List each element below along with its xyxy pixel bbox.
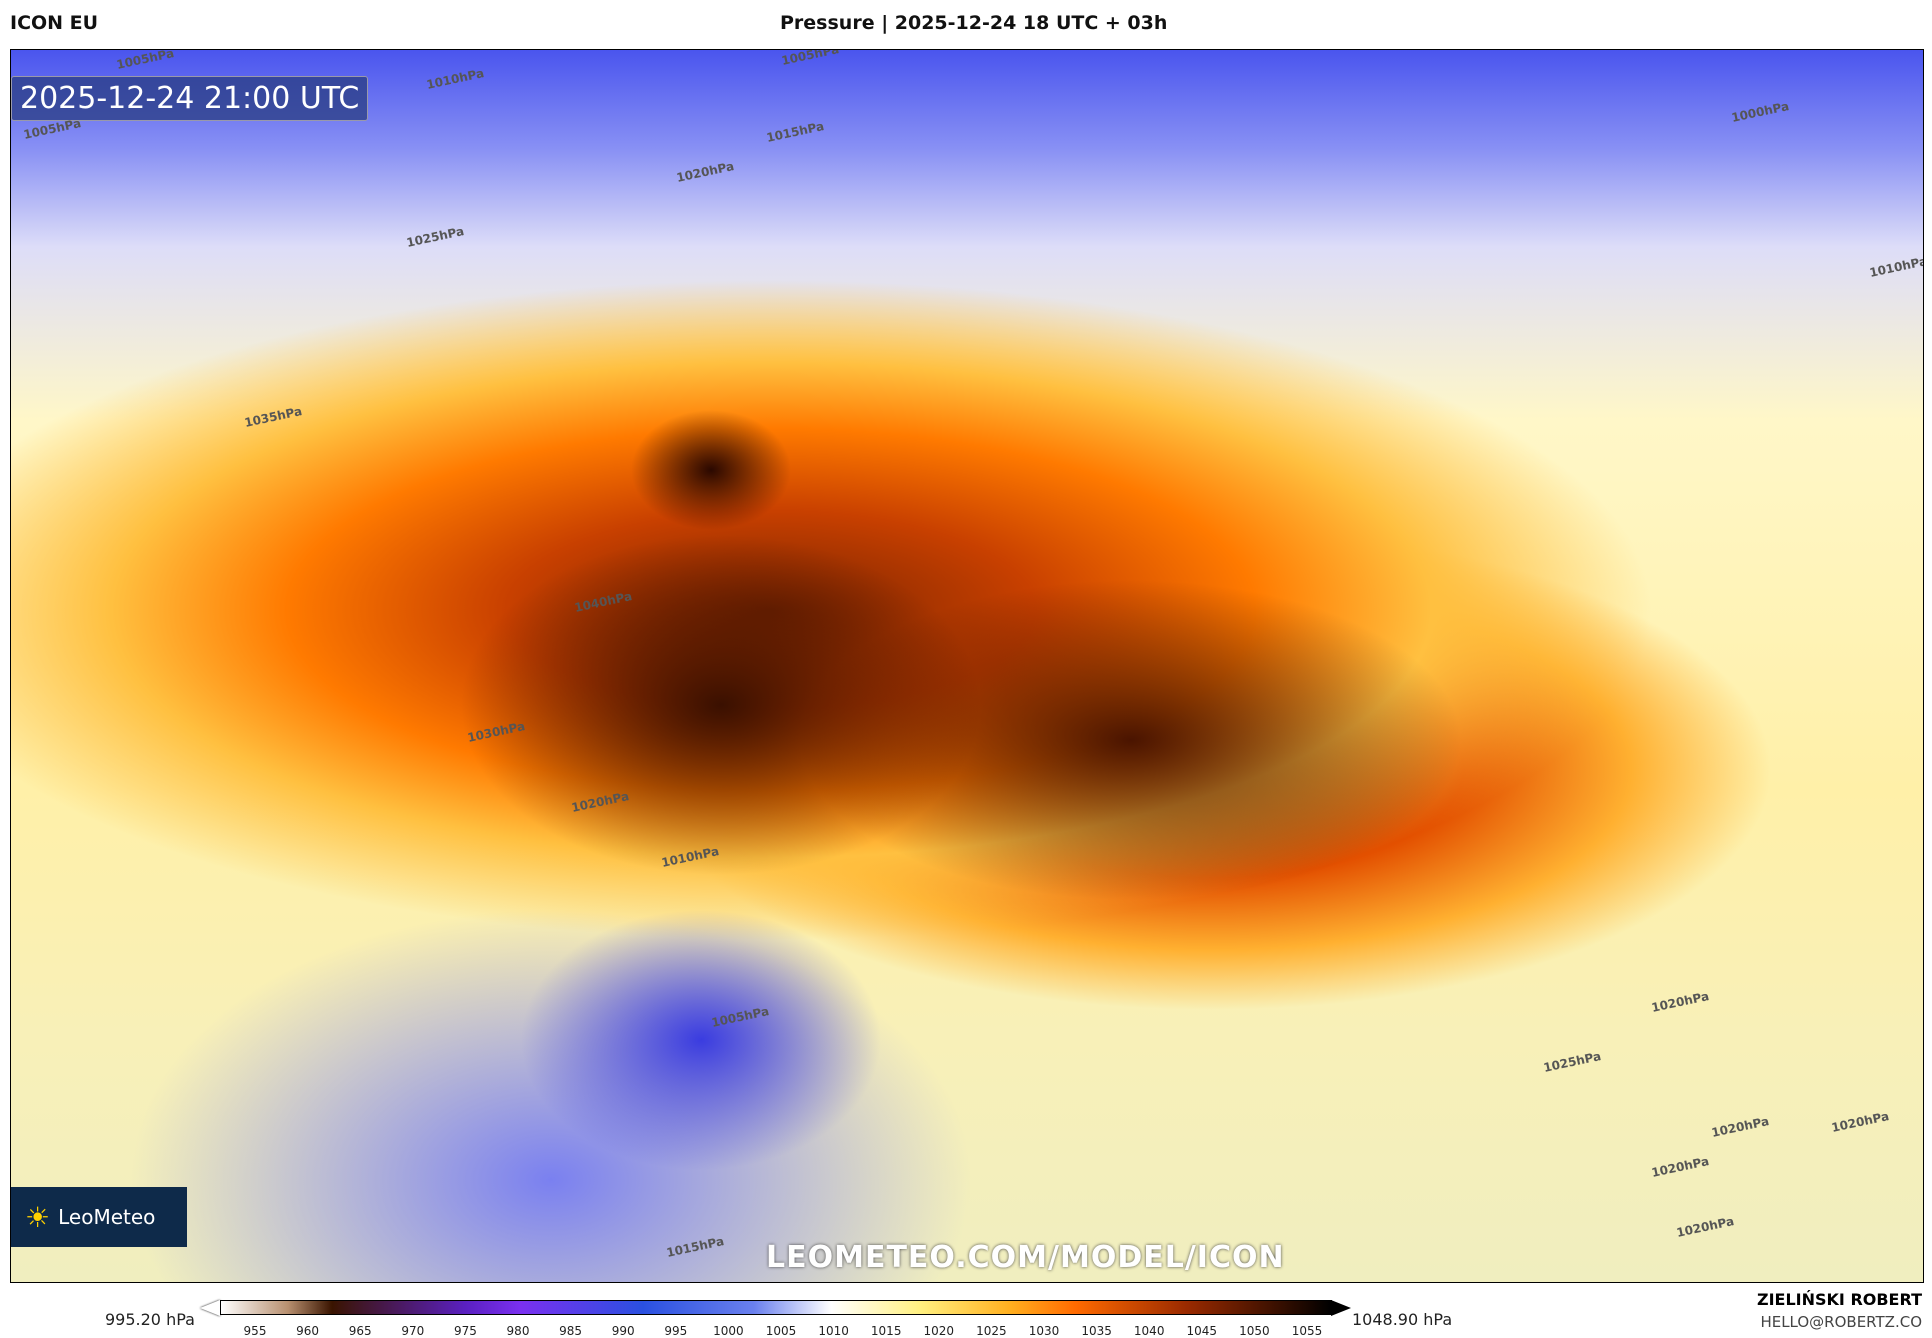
contour-label: 1040hPa xyxy=(573,589,634,615)
colorbar-max: 1048.90 hPa xyxy=(1352,1310,1453,1329)
colorbar-tick: 1025 xyxy=(976,1324,1007,1338)
colorbar-tick: 1015 xyxy=(870,1324,902,1338)
colorbar-min-arrow xyxy=(200,1300,220,1316)
colorbar-tick: 970 xyxy=(401,1324,425,1338)
contour-label: 1005hPa xyxy=(780,49,841,68)
contour-label: 1015hPa xyxy=(665,1234,726,1260)
colorbar-tick: 1050 xyxy=(1239,1324,1270,1338)
contour-label: 1020hPa xyxy=(570,789,631,815)
leometeo-logo[interactable]: ☀ LeoMeteo xyxy=(11,1187,187,1247)
logo-text: LeoMeteo xyxy=(58,1205,156,1229)
contour-label: 1020hPa xyxy=(1710,1114,1771,1140)
colorbar-tick: 965 xyxy=(348,1324,372,1338)
contour-label: 1005hPa xyxy=(710,1004,771,1030)
email: HELLO@ROBERTZ.CO xyxy=(1760,1313,1922,1331)
contour-label: 1010hPa xyxy=(1868,254,1924,280)
contour-label: 1015hPa xyxy=(765,119,826,145)
colorbar-tick: 1055 xyxy=(1291,1324,1323,1338)
colorbar-tick: 995 xyxy=(664,1324,688,1338)
colorbar-tick: 990 xyxy=(611,1324,635,1338)
sun-icon: ☀ xyxy=(25,1200,51,1234)
contour-label: 1030hPa xyxy=(466,719,527,745)
colorbar-min: 995.20 hPa xyxy=(105,1310,195,1329)
contour-label: 1035hPa xyxy=(243,404,304,430)
colorbar-tick: 1000 xyxy=(713,1324,744,1338)
contour-label: 1025hPa xyxy=(1542,1049,1603,1075)
colorbar-tick: 1045 xyxy=(1186,1324,1218,1338)
colorbar-tick: 960 xyxy=(296,1324,320,1338)
colorbar-tick: 1005 xyxy=(765,1324,797,1338)
watermark: LEOMETEO.COM/MODEL/ICON xyxy=(766,1240,1285,1275)
pressure-map[interactable]: 2025-12-24 21:00 UTC 1005hPa 1005hPa 1010h… xyxy=(10,49,1924,1283)
contour-label: 1020hPa xyxy=(1650,1154,1711,1180)
contour-label: 1010hPa xyxy=(425,66,486,92)
colorbar-tick: 975 xyxy=(453,1324,477,1338)
author: ZIELIŃSKI ROBERT xyxy=(1756,1290,1922,1309)
colorbar-tick: 1010 xyxy=(818,1324,849,1338)
colorbar-tick: 955 xyxy=(243,1324,267,1338)
colorbar-tick: 1035 xyxy=(1081,1324,1112,1338)
contour-label: 1020hPa xyxy=(1650,989,1711,1015)
colorbar-tick: 1030 xyxy=(1028,1324,1060,1338)
colorbar-max-arrow xyxy=(1331,1300,1351,1316)
colorbar-tick: 1040 xyxy=(1133,1324,1165,1338)
contour-label: 1000hPa xyxy=(1730,99,1791,125)
contour-label: 1005hPa xyxy=(115,49,176,72)
colorbar-tick: 985 xyxy=(559,1324,583,1338)
contour-label: 1025hPa xyxy=(405,224,466,250)
contour-label: 1010hPa xyxy=(660,844,721,870)
contour-label: 1020hPa xyxy=(1830,1109,1891,1135)
colorbar xyxy=(220,1300,1332,1315)
model-name: ICON EU xyxy=(10,12,99,34)
chart-title: Pressure | 2025-12-24 18 UTC + 03h xyxy=(780,12,1168,34)
colorbar-tick: 1020 xyxy=(923,1324,955,1338)
contour-label: 1020hPa xyxy=(675,159,736,185)
valid-time-stamp: 2025-12-24 21:00 UTC xyxy=(11,76,369,121)
contour-label: 1020hPa xyxy=(1675,1214,1736,1240)
colorbar-tick: 980 xyxy=(506,1324,530,1338)
